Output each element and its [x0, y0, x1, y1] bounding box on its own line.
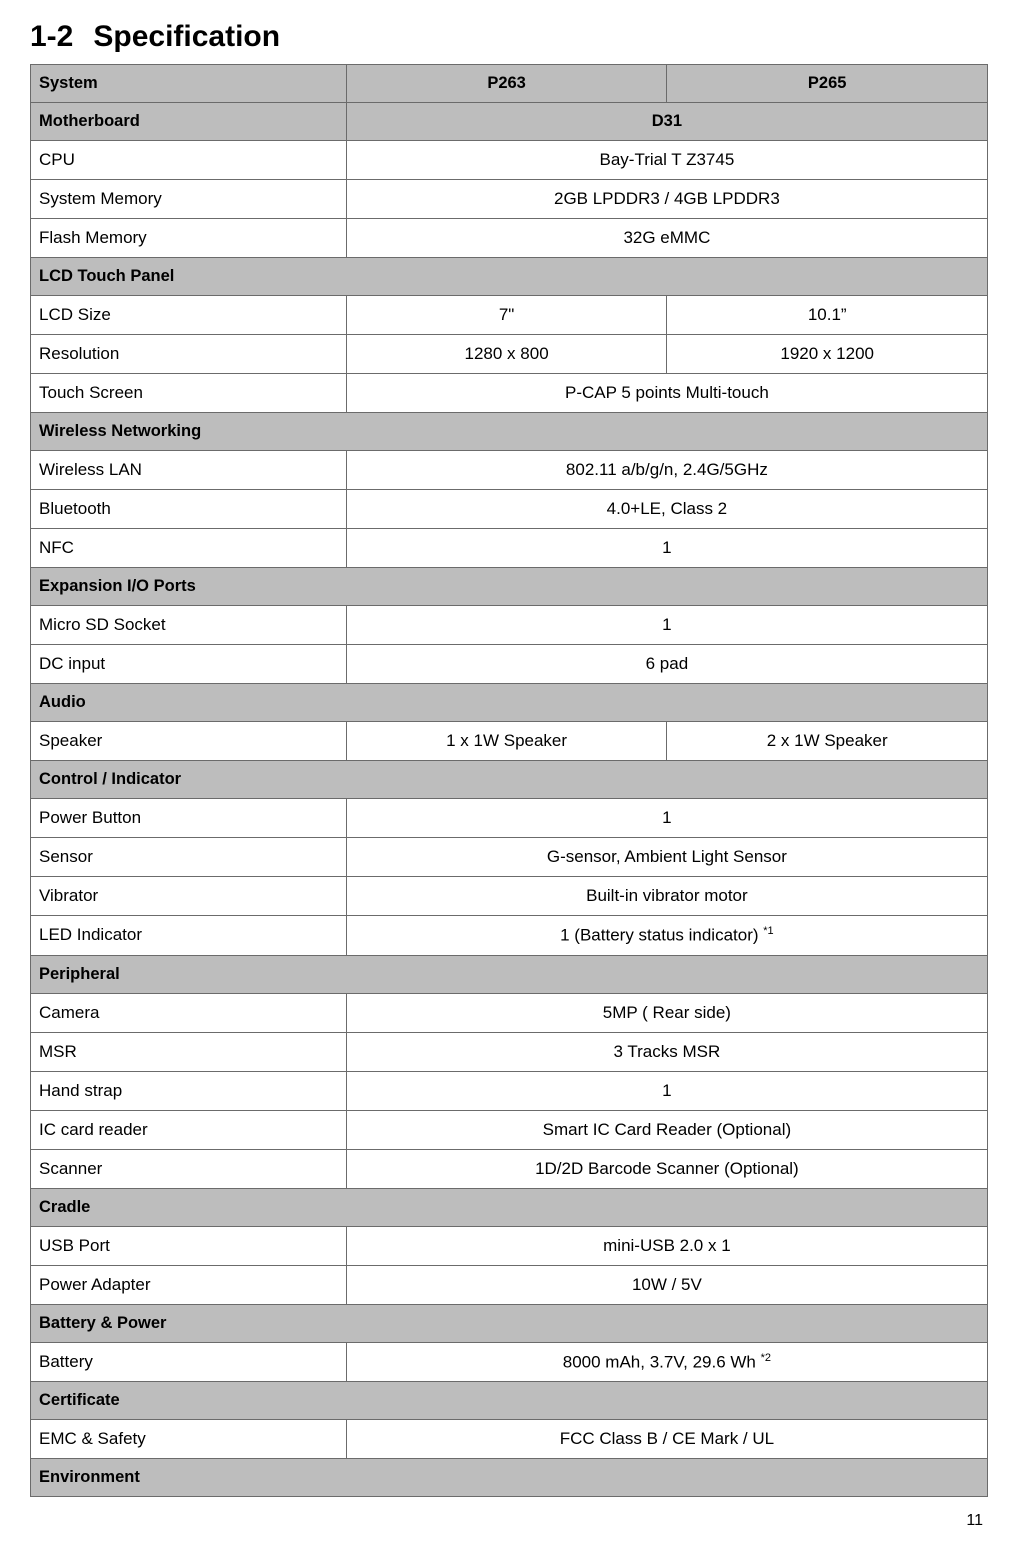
row-label: LCD Size	[31, 296, 347, 335]
row-value: 32G eMMC	[346, 219, 987, 258]
row-label: Vibrator	[31, 877, 347, 916]
row-value: 1 (Battery status indicator) *1	[346, 916, 987, 956]
row-value: 1	[346, 1071, 987, 1110]
row-label: CPU	[31, 141, 347, 180]
row-value: FCC Class B / CE Mark / UL	[346, 1420, 987, 1459]
section-header: Control / Indicator	[31, 761, 988, 799]
section-header: Expansion I/O Ports	[31, 568, 988, 606]
row-label: Speaker	[31, 722, 347, 761]
row-value-col1: 1280 x 800	[346, 335, 667, 374]
row-label: Hand strap	[31, 1071, 347, 1110]
section-header: Environment	[31, 1459, 988, 1497]
row-value: 1	[346, 799, 987, 838]
section-header: Audio	[31, 684, 988, 722]
row-value: 10W / 5V	[346, 1265, 987, 1304]
row-value-col1: 1 x 1W Speaker	[346, 722, 667, 761]
row-label: LED Indicator	[31, 916, 347, 956]
row-label: NFC	[31, 529, 347, 568]
section-heading: 1-2 Specification	[30, 20, 988, 54]
row-label: Power Button	[31, 799, 347, 838]
row-value: G-sensor, Ambient Light Sensor	[346, 838, 987, 877]
row-value: D31	[346, 103, 987, 141]
row-value-col1: 7"	[346, 296, 667, 335]
row-label: Camera	[31, 993, 347, 1032]
heading-number: 1-2	[30, 20, 73, 53]
specification-table: SystemP263P265 MotherboardD31CPUBay-Trial…	[30, 64, 988, 1497]
row-label: DC input	[31, 645, 347, 684]
section-header: Peripheral	[31, 955, 988, 993]
row-label: Sensor	[31, 838, 347, 877]
row-label: EMC & Safety	[31, 1420, 347, 1459]
row-label: MSR	[31, 1032, 347, 1071]
section-header: LCD Touch Panel	[31, 258, 988, 296]
row-label: System Memory	[31, 180, 347, 219]
page-number: 11	[30, 1512, 988, 1530]
row-label: Power Adapter	[31, 1265, 347, 1304]
row-value: 5MP ( Rear side)	[346, 993, 987, 1032]
row-value: Smart IC Card Reader (Optional)	[346, 1110, 987, 1149]
section-header: Certificate	[31, 1382, 988, 1420]
row-value: P-CAP 5 points Multi-touch	[346, 374, 987, 413]
row-value: 1D/2D Barcode Scanner (Optional)	[346, 1149, 987, 1188]
row-value-col2: 2 x 1W Speaker	[667, 722, 988, 761]
row-label: Touch Screen	[31, 374, 347, 413]
row-value: 8000 mAh, 3.7V, 29.6 Wh *2	[346, 1342, 987, 1382]
row-value: Bay-Trial T Z3745	[346, 141, 987, 180]
row-label: IC card reader	[31, 1110, 347, 1149]
row-label: USB Port	[31, 1226, 347, 1265]
row-label: Scanner	[31, 1149, 347, 1188]
row-label: Battery	[31, 1342, 347, 1382]
row-label: Flash Memory	[31, 219, 347, 258]
row-value: 1	[346, 529, 987, 568]
row-label: Resolution	[31, 335, 347, 374]
heading-title: Specification	[93, 20, 280, 53]
row-value-col2: 10.1”	[667, 296, 988, 335]
row-value: 6 pad	[346, 645, 987, 684]
row-label: Micro SD Socket	[31, 606, 347, 645]
row-value: 802.11 a/b/g/n, 2.4G/5GHz	[346, 451, 987, 490]
row-value: mini-USB 2.0 x 1	[346, 1226, 987, 1265]
row-label: Motherboard	[31, 103, 347, 141]
row-label: Wireless LAN	[31, 451, 347, 490]
row-value: Built-in vibrator motor	[346, 877, 987, 916]
row-label: Bluetooth	[31, 490, 347, 529]
section-header: Cradle	[31, 1188, 988, 1226]
row-value: 4.0+LE, Class 2	[346, 490, 987, 529]
row-value: 1	[346, 606, 987, 645]
row-value: 3 Tracks MSR	[346, 1032, 987, 1071]
header-col-p265: P265	[667, 65, 988, 103]
section-header: Battery & Power	[31, 1304, 988, 1342]
header-col-p263: P263	[346, 65, 667, 103]
section-header: Wireless Networking	[31, 413, 988, 451]
header-system-label: System	[31, 65, 347, 103]
superscript-note: *2	[761, 1352, 771, 1364]
row-value: 2GB LPDDR3 / 4GB LPDDR3	[346, 180, 987, 219]
row-value-col2: 1920 x 1200	[667, 335, 988, 374]
superscript-note: *1	[763, 925, 773, 937]
